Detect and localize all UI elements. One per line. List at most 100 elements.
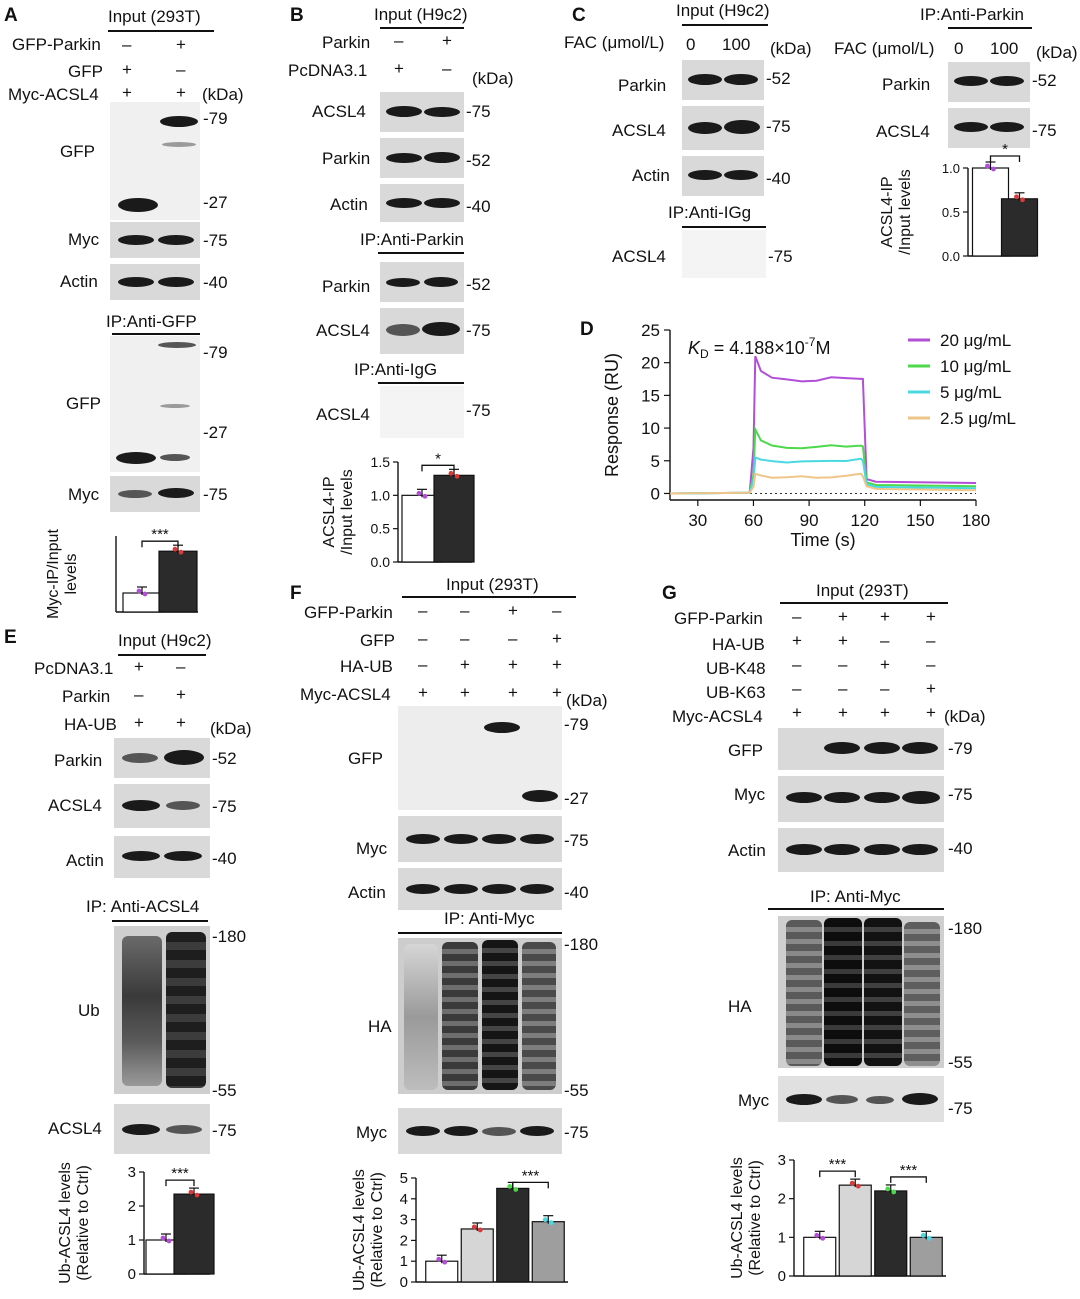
panel-g-row-label: GFP-Parkin bbox=[674, 609, 763, 628]
blot-band bbox=[122, 1124, 160, 1135]
panel-letter-g: G bbox=[662, 583, 677, 604]
panel-b-igg-header: IP:Anti-IgG bbox=[354, 360, 438, 379]
panel-g-row-value: + bbox=[926, 703, 936, 722]
panel-f-marker: -55 bbox=[564, 1081, 589, 1100]
panel-a-ip-gfp-blot bbox=[110, 336, 200, 472]
panel-e-row-value: + bbox=[134, 657, 144, 676]
panel-f-ha-blot bbox=[398, 938, 562, 1094]
panel-e-bar-chart: 0 1 2 3 *** Ub-ACSL4 levels (Relative to Ctrl) bbox=[57, 1162, 215, 1284]
x-tick-label: 150 bbox=[906, 511, 934, 530]
data-point bbox=[194, 1192, 200, 1198]
panel-letter-b: B bbox=[290, 5, 304, 26]
blot-band bbox=[386, 278, 420, 287]
blot-band bbox=[424, 198, 460, 208]
bar bbox=[803, 1236, 837, 1277]
panel-c-actin-blot bbox=[682, 156, 764, 196]
panel-c-blot-label: Actin bbox=[632, 166, 670, 185]
panel-g-blot-label: Myc bbox=[734, 785, 766, 804]
blot-band bbox=[482, 1127, 516, 1136]
panel-letter-a: A bbox=[4, 5, 18, 26]
blot-band bbox=[902, 844, 938, 855]
panel-c-fac-value: 0 bbox=[954, 39, 964, 58]
data-point bbox=[436, 1256, 442, 1262]
panel-a-blot-label: GFP bbox=[66, 394, 101, 413]
blot-band bbox=[166, 1125, 202, 1134]
panel-a-row-label: GFP bbox=[68, 62, 103, 81]
data-point bbox=[507, 1184, 513, 1189]
y-tick-label: 10 bbox=[641, 419, 660, 438]
panel-f-row-value: + bbox=[508, 683, 518, 702]
y-tick-label: 5 bbox=[651, 452, 660, 471]
panel-e-ip-underline bbox=[112, 920, 208, 922]
panel-b-ip-underline bbox=[378, 252, 464, 254]
data-point bbox=[1014, 194, 1019, 200]
data-point bbox=[442, 1259, 448, 1265]
panel-f-row-value: – bbox=[460, 601, 470, 620]
blot-band bbox=[866, 1096, 894, 1104]
panel-b-acsl4-blot bbox=[380, 92, 464, 132]
panel-e-row-value: + bbox=[176, 713, 186, 732]
panel-a-marker: -75 bbox=[203, 485, 228, 504]
blot-band bbox=[164, 851, 202, 861]
panel-g-row-value: + bbox=[880, 655, 890, 674]
bar bbox=[460, 1228, 494, 1283]
blot-band bbox=[688, 122, 722, 134]
panel-f-marker: -75 bbox=[564, 831, 589, 850]
blot-band bbox=[160, 404, 190, 408]
blot-band bbox=[386, 198, 422, 208]
y-axis-label: Ub-ACSL4 levels bbox=[729, 1157, 746, 1279]
blot-band bbox=[444, 1126, 478, 1136]
blot-band bbox=[386, 153, 422, 163]
panel-e-row-value: – bbox=[134, 685, 144, 704]
blot-band bbox=[688, 170, 722, 180]
panel-a-ip-header: IP:Anti-GFP bbox=[106, 312, 197, 331]
data-point bbox=[885, 1186, 891, 1192]
blot-band bbox=[902, 1093, 938, 1105]
panel-f-input-header: Input (293T) bbox=[446, 575, 539, 594]
panel-e-kda-label: (kDa) bbox=[210, 719, 252, 738]
blot-band bbox=[158, 342, 196, 348]
data-point bbox=[188, 1189, 194, 1195]
significance-bracket bbox=[512, 1181, 549, 1189]
panel-f-row-value: – bbox=[552, 601, 562, 620]
panel-c-ip-acsl4-blot bbox=[948, 108, 1030, 148]
blot-band bbox=[164, 750, 204, 765]
panel-f-row-label: Myc-ACSL4 bbox=[300, 685, 391, 704]
panel-g-row-value: – bbox=[838, 679, 848, 698]
blot-band bbox=[116, 452, 156, 464]
panel-g-row-value: + bbox=[880, 703, 890, 722]
panel-b-marker: -52 bbox=[466, 275, 491, 294]
panel-c-kda-label: (kDa) bbox=[1036, 43, 1078, 62]
bar bbox=[874, 1190, 908, 1277]
panel-a-blot-label: Actin bbox=[60, 272, 98, 291]
panel-e-actin-blot bbox=[114, 836, 210, 878]
panel-b-bar-chart: 0.0 0.5 1.0 1.5 * ACSL4-IP/Input levels bbox=[321, 450, 475, 570]
panel-b-parkin-blot bbox=[380, 138, 464, 178]
panel-f-row-value: + bbox=[552, 629, 562, 648]
blot-band bbox=[482, 884, 516, 894]
blot-band bbox=[688, 74, 722, 85]
panel-a-ip-underline bbox=[112, 333, 200, 335]
y-tick-label: 1 bbox=[128, 1232, 136, 1249]
y-tick-label: 1.5 bbox=[371, 454, 391, 470]
panel-b-blot-label: ACSL4 bbox=[316, 405, 370, 424]
y-tick-label: 1 bbox=[778, 1229, 786, 1246]
panel-c-marker: -52 bbox=[766, 69, 791, 88]
sensorgram-line bbox=[669, 456, 977, 495]
panel-a-marker: -27 bbox=[203, 193, 228, 212]
panel-d-line-chart: 0 5 10 15 20 25 30 60 90 120 150 180 Time (s) Respons… bbox=[602, 321, 1016, 550]
panel-b-row-label: Parkin bbox=[322, 33, 371, 52]
panel-a-ip-myc-blot bbox=[110, 476, 200, 512]
panel-b-marker: -75 bbox=[466, 102, 491, 121]
panel-e-ip-header: IP: Anti-ACSL4 bbox=[86, 897, 200, 916]
panel-f-bar-chart: 0 1 2 3 4 5 *** Ub-ACSL4 levels (Relative to Ctr… bbox=[351, 1167, 568, 1291]
y-tick-label: 3 bbox=[778, 1152, 786, 1169]
y-axis-label: (Relative to Ctrl) bbox=[747, 1160, 764, 1276]
blot-band bbox=[724, 170, 758, 180]
y-tick-label: 0.0 bbox=[371, 554, 391, 570]
blot-band bbox=[864, 844, 900, 855]
panel-c-input-underline bbox=[682, 24, 768, 26]
blot-smear bbox=[904, 922, 940, 1066]
legend-label: 5 μg/mL bbox=[940, 383, 1002, 402]
panel-c-parkin-blot bbox=[682, 60, 764, 100]
